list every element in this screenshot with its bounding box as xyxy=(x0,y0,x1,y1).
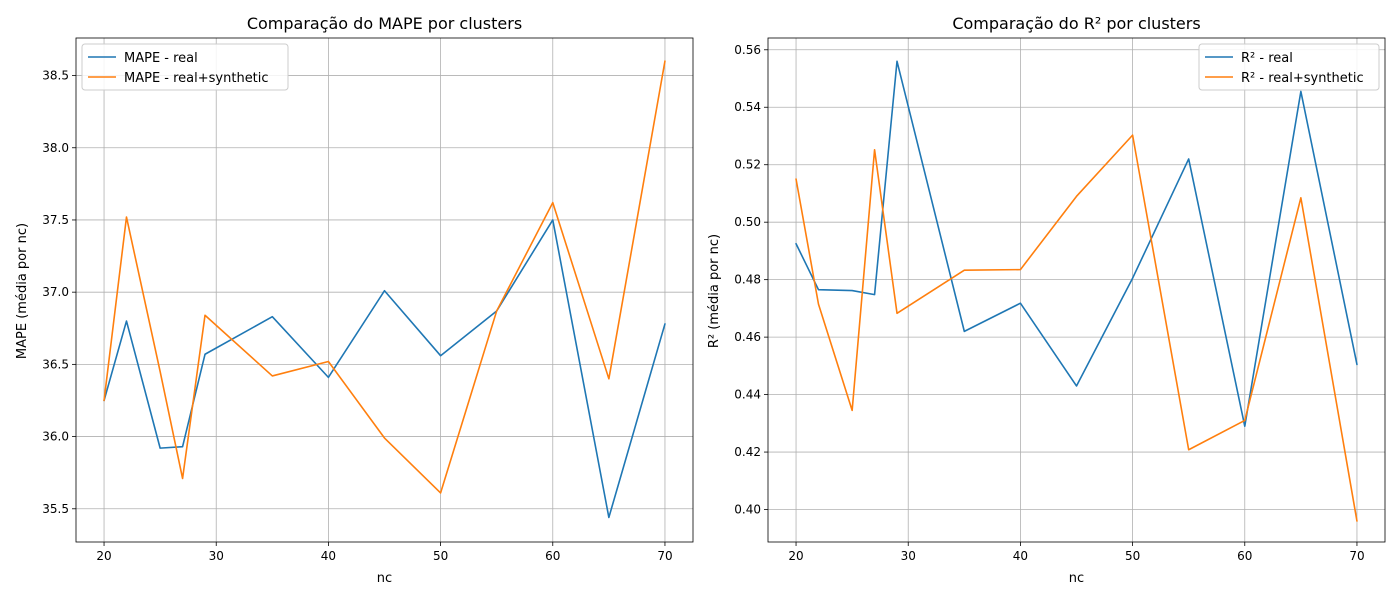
r2-x-tick-label: 60 xyxy=(1237,549,1252,563)
r2-y-tick-label: 0.56 xyxy=(734,43,761,57)
mape-x-tick-label: 30 xyxy=(209,549,224,563)
r2-x-tick-label: 30 xyxy=(901,549,916,563)
mape-y-tick-label: 37.0 xyxy=(42,285,69,299)
r2-y-tick-label: 0.42 xyxy=(734,445,761,459)
r2-y-tick-label: 0.46 xyxy=(734,330,761,344)
mape-axes-frame xyxy=(75,37,694,543)
r2-x-tick-label: 20 xyxy=(788,549,803,563)
r2-legend: R² - real R² - real+synthetic xyxy=(1198,43,1380,91)
r2-chart-title: Comparação do R² por clusters xyxy=(952,14,1200,33)
r2-x-tick-label: 50 xyxy=(1125,549,1140,563)
mape-x-tick-label: 50 xyxy=(433,549,448,563)
mape-x-tick-label: 60 xyxy=(545,549,560,563)
mape-x-tick-label: 20 xyxy=(96,549,111,563)
r2-series-line-0 xyxy=(795,60,1358,428)
mape-y-axis-label: MAPE (média por nc) xyxy=(15,223,30,359)
mape-chart: Comparação do MAPE por clusters nc MAPE … xyxy=(15,14,694,586)
r2-legend-label-0: R² - real xyxy=(1241,51,1293,66)
r2-axes-frame xyxy=(767,37,1386,543)
r2-y-tick-label: 0.48 xyxy=(734,273,761,287)
r2-legend-label-1: R² - real+synthetic xyxy=(1241,71,1364,86)
mape-x-axis-label: nc xyxy=(377,571,392,586)
mape-y-tick-label: 38.0 xyxy=(42,141,69,155)
mape-legend-label-0: MAPE - real xyxy=(124,51,198,66)
r2-chart: Comparação do R² por clusters nc R² (méd… xyxy=(707,14,1386,586)
r2-y-tick-label: 0.50 xyxy=(734,215,761,229)
r2-y-tick-label: 0.44 xyxy=(734,388,761,402)
mape-series-line-1 xyxy=(103,60,666,494)
mape-x-tick-label: 40 xyxy=(321,549,336,563)
mape-chart-title: Comparação do MAPE por clusters xyxy=(247,14,522,33)
r2-x-tick-label: 40 xyxy=(1013,549,1028,563)
mape-y-tick-label: 37.5 xyxy=(42,213,69,227)
mape-y-tick-label: 36.5 xyxy=(42,357,69,371)
r2-series-line-1 xyxy=(795,134,1358,522)
r2-legend-box xyxy=(1198,43,1380,91)
r2-x-tick-label: 70 xyxy=(1349,549,1364,563)
mape-series-line-0 xyxy=(103,219,666,519)
r2-y-tick-label: 0.40 xyxy=(734,503,761,517)
mape-legend: MAPE - real MAPE - real+synthetic xyxy=(81,43,289,91)
mape-y-tick-label: 35.5 xyxy=(42,502,69,516)
r2-y-axis-label: R² (média por nc) xyxy=(707,234,722,348)
mape-y-tick-label: 38.5 xyxy=(42,69,69,83)
mape-legend-label-1: MAPE - real+synthetic xyxy=(124,71,269,86)
r2-y-tick-label: 0.54 xyxy=(734,100,761,114)
r2-y-tick-label: 0.52 xyxy=(734,158,761,172)
mape-y-tick-label: 36.0 xyxy=(42,430,69,444)
r2-grid xyxy=(768,38,1385,542)
r2-x-axis-label: nc xyxy=(1069,571,1084,586)
mape-x-tick-label: 70 xyxy=(657,549,672,563)
mape-legend-box xyxy=(81,43,289,91)
